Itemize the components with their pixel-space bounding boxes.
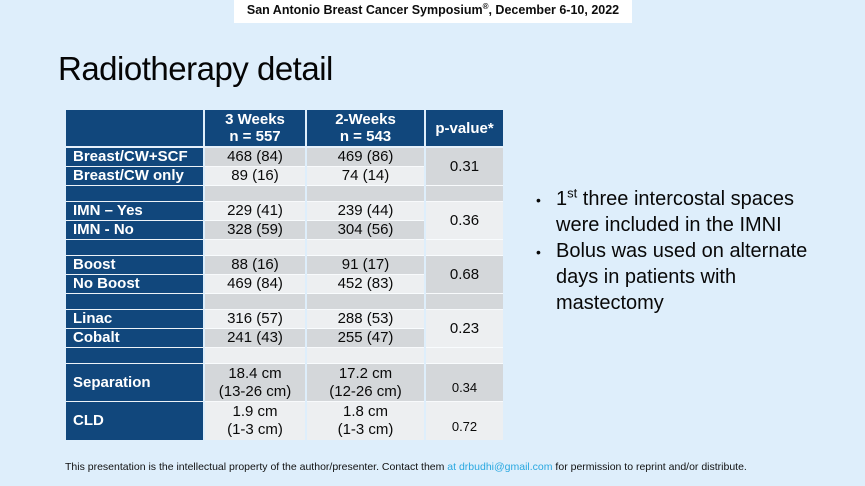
notes-panel: • 1st three intercostal spaces were incl… [536, 186, 858, 316]
email-link[interactable]: at drbudhi@gmail.com [447, 461, 553, 473]
row-label: Cobalt [66, 328, 204, 348]
value-cell: 469 (84) [203, 274, 306, 294]
row-label: CLD [66, 401, 204, 440]
bullet-icon: • [536, 192, 541, 208]
p-value-cell: 0.34 [424, 363, 503, 402]
note-post: three intercostal spaces were included i… [556, 188, 795, 236]
value-cell: 468 (84) [203, 147, 306, 167]
value-cell: 239 (44) [305, 201, 425, 221]
value-cell: 316 (57) [203, 309, 306, 329]
conference-banner-text: San Antonio Breast Cancer Symposium®, De… [246, 2, 620, 18]
table-row: CLD 1.9 cm (1-3 cm) 1.8 cm (1-3 cm) 0.72 [66, 401, 503, 440]
list-item: • Bolus was used on alternate days in pa… [536, 238, 858, 316]
value-cell: 255 (47) [305, 328, 425, 348]
ordinal-superscript: st [567, 185, 578, 201]
spacer-row [66, 239, 503, 256]
registered-mark: ® [482, 2, 489, 11]
p-value-cell: 0.36 [424, 201, 503, 240]
row-label: Separation [66, 363, 204, 402]
p-value-cell: 0.23 [424, 309, 503, 348]
footer-post: for permission to reprint and/or distrib… [552, 461, 747, 473]
value-cell: 17.2 cm (12-26 cm) [305, 363, 425, 402]
table-row: Breast/CW+SCF 468 (84) 469 (86) 0.31 [66, 147, 503, 186]
list-item: • 1st three intercostal spaces were incl… [536, 186, 858, 238]
row-label: Linac [66, 309, 204, 329]
page-title: Radiotherapy detail [58, 50, 333, 87]
conference-banner: San Antonio Breast Cancer Symposium®, De… [234, 0, 632, 23]
value-cell: 241 (43) [203, 328, 306, 348]
table-header-row: 3 Weeks n = 557 2-Weeks n = 543 p-value* [66, 110, 503, 148]
banner-post: , December 6-10, 2022 [488, 3, 620, 18]
table-row: IMN - No 328 (59) 304 (56) [66, 220, 503, 240]
spacer-row [66, 293, 503, 310]
value-cell: 74 (14) [305, 166, 425, 186]
p-value-cell: 0.31 [424, 147, 503, 186]
row-label: IMN – Yes [66, 201, 204, 221]
p-value-cell: 0.72 [424, 401, 503, 440]
table-row: Boost 88 (16) 91 (17) 0.68 [66, 255, 503, 294]
table-row: No Boost 469 (84) 452 (83) [66, 274, 503, 294]
value-cell: 89 (16) [203, 166, 306, 186]
note-text: 1st three intercostal spaces were includ… [556, 186, 794, 238]
footer-pre: This presentation is the intellectual pr… [65, 461, 448, 473]
table-row: Cobalt 241 (43) 255 (47) [66, 328, 503, 348]
spacer-row [66, 347, 503, 364]
value-cell: 469 (86) [305, 147, 425, 167]
value-cell: 1.8 cm (1-3 cm) [305, 401, 425, 440]
column-header-3weeks: 3 Weeks n = 557 [203, 110, 306, 148]
radiotherapy-table: 3 Weeks n = 557 2-Weeks n = 543 p-value*… [66, 110, 503, 440]
column-header-2weeks: 2-Weeks n = 543 [305, 110, 425, 148]
row-label: IMN - No [66, 220, 204, 240]
spacer-row [66, 185, 503, 202]
value-cell: 1.9 cm (1-3 cm) [203, 401, 306, 440]
value-cell: 288 (53) [305, 309, 425, 329]
table-row: Separation 18.4 cm (13-26 cm) 17.2 cm (1… [66, 363, 503, 402]
value-cell: 91 (17) [305, 255, 425, 275]
table-row: Linac 316 (57) 288 (53) 0.23 [66, 309, 503, 348]
value-cell: 88 (16) [203, 255, 306, 275]
value-cell: 304 (56) [305, 220, 425, 240]
value-cell: 229 (41) [203, 201, 306, 221]
row-label: Boost [66, 255, 204, 275]
row-label: Breast/CW+SCF [66, 147, 204, 167]
bullet-icon: • [536, 244, 541, 260]
table-row: IMN – Yes 229 (41) 239 (44) 0.36 [66, 201, 503, 240]
table-row: Breast/CW only 89 (16) 74 (14) [66, 166, 503, 186]
footer-disclaimer: This presentation is the intellectual pr… [65, 461, 747, 473]
value-cell: 452 (83) [305, 274, 425, 294]
p-value-cell: 0.68 [424, 255, 503, 294]
banner-pre: San Antonio Breast Cancer Symposium [246, 3, 483, 18]
column-header-empty [66, 110, 204, 148]
row-label: Breast/CW only [66, 166, 204, 186]
column-header-pvalue: p-value* [424, 110, 503, 148]
note-text: Bolus was used on alternate days in pati… [556, 240, 808, 314]
row-label: No Boost [66, 274, 204, 294]
value-cell: 328 (59) [203, 220, 306, 240]
value-cell: 18.4 cm (13-26 cm) [203, 363, 306, 402]
note-pre: 1 [556, 188, 568, 210]
